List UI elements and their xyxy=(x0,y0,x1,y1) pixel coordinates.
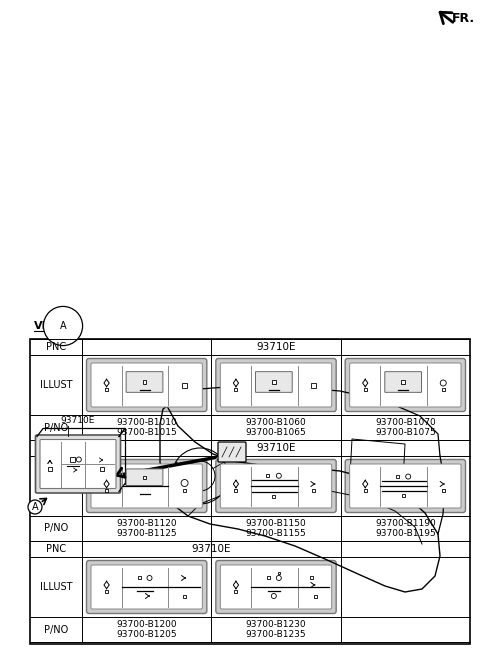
FancyBboxPatch shape xyxy=(126,469,163,485)
Bar xyxy=(183,489,186,492)
Bar xyxy=(278,572,280,574)
Text: 93710E: 93710E xyxy=(256,342,296,352)
Text: FR.: FR. xyxy=(452,12,475,26)
Text: 93700-B1230: 93700-B1230 xyxy=(246,620,306,629)
Text: 93700-B1060: 93700-B1060 xyxy=(246,418,306,427)
Text: 93700-B1010: 93700-B1010 xyxy=(116,418,177,427)
Bar xyxy=(30,339,470,644)
FancyBboxPatch shape xyxy=(91,464,203,508)
FancyBboxPatch shape xyxy=(349,363,461,407)
Bar xyxy=(48,467,52,471)
Circle shape xyxy=(28,500,42,514)
Text: A: A xyxy=(60,321,66,331)
Text: ILLUST: ILLUST xyxy=(40,380,72,390)
FancyBboxPatch shape xyxy=(218,442,246,462)
Circle shape xyxy=(76,457,81,462)
Bar xyxy=(234,489,238,492)
FancyBboxPatch shape xyxy=(220,464,332,508)
FancyBboxPatch shape xyxy=(91,565,203,609)
Bar xyxy=(182,383,187,388)
Text: 93700-B1195: 93700-B1195 xyxy=(375,529,436,538)
FancyBboxPatch shape xyxy=(220,565,332,609)
Circle shape xyxy=(271,594,276,598)
Circle shape xyxy=(181,479,188,487)
Bar xyxy=(272,494,276,498)
FancyBboxPatch shape xyxy=(86,460,207,513)
Bar xyxy=(396,475,399,478)
Bar xyxy=(364,388,367,390)
Bar xyxy=(442,489,445,492)
Text: 93700-B1200: 93700-B1200 xyxy=(116,620,177,629)
Text: PNC: PNC xyxy=(46,544,66,554)
Circle shape xyxy=(147,576,152,581)
Text: 93700-B1070: 93700-B1070 xyxy=(375,418,436,427)
FancyBboxPatch shape xyxy=(216,460,336,513)
Text: A: A xyxy=(32,502,38,512)
Bar xyxy=(105,489,108,492)
Text: ILLUST: ILLUST xyxy=(40,582,72,592)
FancyBboxPatch shape xyxy=(345,358,466,411)
FancyBboxPatch shape xyxy=(216,560,336,613)
Text: P/NO: P/NO xyxy=(44,625,68,634)
Bar xyxy=(401,380,405,384)
FancyBboxPatch shape xyxy=(216,358,336,411)
FancyBboxPatch shape xyxy=(345,460,466,513)
Text: VIEW: VIEW xyxy=(34,321,67,331)
FancyBboxPatch shape xyxy=(126,371,163,392)
Text: 93710E: 93710E xyxy=(256,443,296,453)
Text: PNC: PNC xyxy=(46,342,66,352)
FancyBboxPatch shape xyxy=(91,363,203,407)
Bar xyxy=(105,589,108,593)
Text: 93700-B1015: 93700-B1015 xyxy=(116,428,177,437)
Text: P/NO: P/NO xyxy=(44,422,68,432)
Text: 93700-B1120: 93700-B1120 xyxy=(116,519,177,528)
Text: 93710E: 93710E xyxy=(192,544,231,554)
Text: 93700-B1150: 93700-B1150 xyxy=(246,519,306,528)
Text: 93700-B1125: 93700-B1125 xyxy=(116,529,177,538)
Circle shape xyxy=(276,576,281,581)
FancyBboxPatch shape xyxy=(255,371,292,392)
Circle shape xyxy=(276,473,281,478)
FancyBboxPatch shape xyxy=(86,560,207,613)
Bar xyxy=(402,494,405,497)
Text: 93700-B1205: 93700-B1205 xyxy=(116,630,177,639)
Bar xyxy=(311,576,313,579)
Text: PNC: PNC xyxy=(46,443,66,453)
Text: 93700-B1190: 93700-B1190 xyxy=(375,519,436,528)
FancyBboxPatch shape xyxy=(385,371,421,392)
FancyBboxPatch shape xyxy=(220,363,332,407)
Bar xyxy=(183,594,186,598)
Text: 93700-B1235: 93700-B1235 xyxy=(246,630,306,639)
Bar xyxy=(105,388,108,390)
Bar xyxy=(364,489,367,492)
Bar xyxy=(143,380,146,384)
Bar xyxy=(234,589,238,593)
FancyBboxPatch shape xyxy=(349,464,461,508)
Bar xyxy=(312,489,315,492)
FancyBboxPatch shape xyxy=(40,439,116,489)
FancyBboxPatch shape xyxy=(36,435,120,493)
Bar xyxy=(314,594,317,598)
Circle shape xyxy=(406,474,411,479)
Circle shape xyxy=(440,380,446,386)
Bar xyxy=(267,576,270,579)
Text: P/NO: P/NO xyxy=(44,523,68,534)
Text: 93700-B1065: 93700-B1065 xyxy=(246,428,306,437)
Text: 93700-B1075: 93700-B1075 xyxy=(375,428,436,437)
Text: 93710E: 93710E xyxy=(61,416,95,425)
Bar xyxy=(143,475,146,479)
Bar xyxy=(312,383,316,388)
Bar xyxy=(100,467,104,471)
Bar xyxy=(266,474,269,477)
Bar xyxy=(442,388,445,390)
FancyBboxPatch shape xyxy=(86,358,207,411)
Bar xyxy=(138,576,141,579)
Text: ILLUST: ILLUST xyxy=(40,481,72,491)
Bar xyxy=(70,457,75,462)
Bar xyxy=(272,380,276,384)
Text: 93700-B1155: 93700-B1155 xyxy=(246,529,306,538)
Bar xyxy=(234,388,238,390)
